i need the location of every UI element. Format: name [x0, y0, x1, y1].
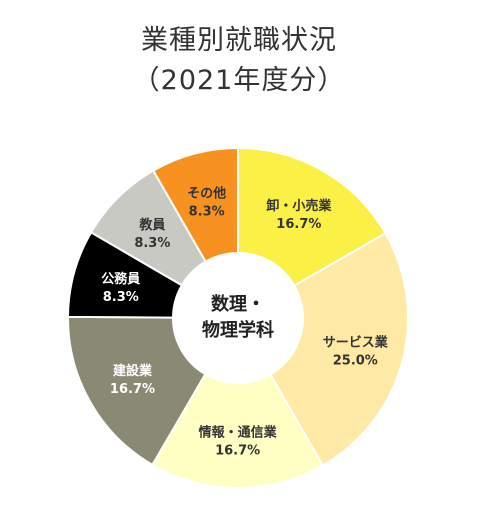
slice-value-3: 16.7%	[110, 382, 155, 397]
slice-value-4: 8.3%	[103, 290, 139, 305]
slice-value-6: 8.3%	[189, 205, 225, 220]
slice-label-2: 情報・通信業	[199, 424, 278, 440]
pie-slice-6	[151, 146, 239, 264]
slice-value-0: 16.7%	[276, 217, 321, 232]
slice-label-6: その他	[187, 186, 226, 202]
center-label-line-1: 数理・	[211, 293, 265, 315]
slice-value-2: 16.7%	[215, 443, 260, 458]
pie-slice-0	[237, 146, 387, 287]
slice-value-5: 8.3%	[134, 236, 170, 251]
slice-label-3: 建設業	[113, 363, 153, 379]
slice-label-5: 教員	[138, 217, 165, 233]
center-label-line-2: 物理学科	[202, 319, 274, 341]
slice-label-0: 卸・小売業	[266, 198, 332, 214]
slice-label-1: サービス業	[323, 335, 389, 351]
slice-value-1: 25.0%	[333, 354, 378, 369]
pie-slice-3	[67, 315, 207, 467]
pie-slice-1	[269, 231, 409, 467]
chart-title-line-1: 業種別就職状況	[141, 25, 337, 56]
chart-title-line-2: （2021年度分）	[132, 65, 346, 96]
pie-slice-2	[151, 372, 325, 489]
slice-label-4: 公務員	[101, 271, 140, 287]
